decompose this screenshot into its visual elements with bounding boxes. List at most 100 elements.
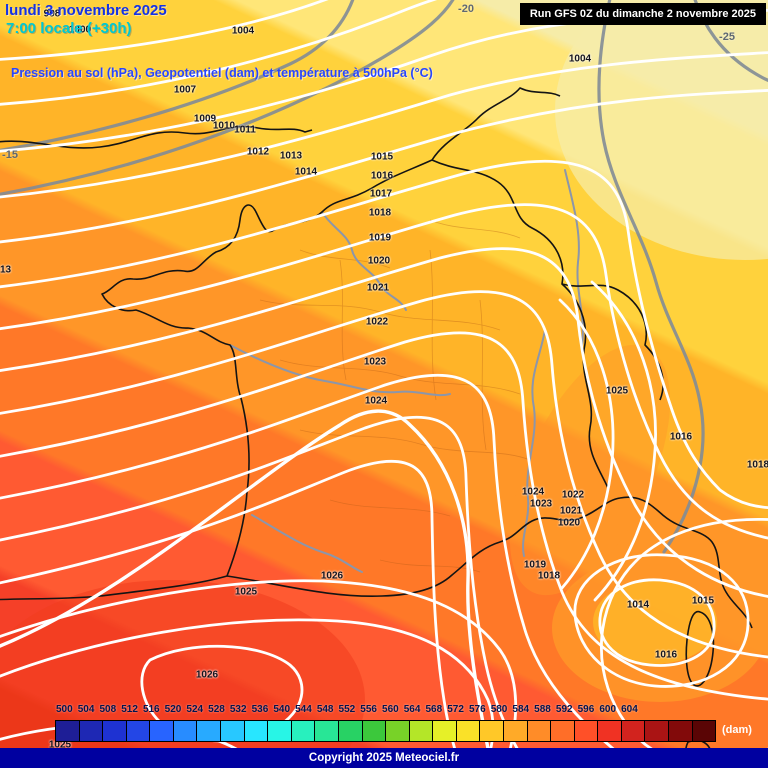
scale-color-cell — [290, 720, 316, 742]
isobar-label: 1000 — [68, 24, 92, 36]
isobar-label: 1025 — [605, 385, 629, 397]
isobar-label: 1020 — [367, 255, 391, 267]
scale-value: 592 — [555, 704, 573, 715]
scale-color-cell — [55, 720, 80, 742]
isotherm-label: -25 — [719, 31, 735, 43]
isobar-label: 1025 — [234, 586, 258, 598]
scale-value: 568 — [425, 704, 443, 715]
scale-value: 556 — [360, 704, 377, 715]
isobar-label: 1020 — [557, 517, 581, 529]
scale-color-cell — [267, 720, 292, 742]
scale-value: 512 — [121, 704, 138, 715]
scale-value: 580 — [490, 704, 508, 715]
date-label: lundi 3 novembre 2025 — [5, 2, 167, 19]
scale-color-cell — [644, 720, 670, 742]
scale-color-cell — [172, 720, 198, 742]
isobar-label: 1010 — [212, 120, 236, 132]
scale-value: 528 — [208, 704, 225, 715]
scale-value: 576 — [468, 704, 486, 715]
isobar-label: 1026 — [195, 669, 219, 681]
scale-value: 532 — [229, 704, 247, 715]
scale-value: 540 — [273, 704, 291, 715]
isobar-label: 1012 — [246, 146, 270, 158]
isobar-label: 1014 — [626, 599, 650, 611]
scale-value: 588 — [534, 704, 551, 715]
isobar-label: 1004 — [231, 25, 255, 37]
scale-value: 508 — [99, 704, 117, 715]
isobar-label: 1025 — [48, 739, 72, 751]
scale-color-cell — [361, 720, 387, 742]
scale-value: 520 — [164, 704, 182, 715]
scale-color-cell — [243, 720, 269, 742]
scale-color-cell — [149, 720, 174, 742]
isobar-label: 1017 — [369, 188, 393, 200]
scale-value: 524 — [186, 704, 204, 715]
isobar-label: 1023 — [529, 498, 553, 510]
isobar-label: 1021 — [366, 282, 390, 294]
scale-color-cell — [526, 720, 552, 742]
isobar-label: 998 — [43, 8, 61, 20]
scale-color-cell — [479, 720, 504, 742]
scale-color-cell — [502, 720, 528, 742]
scale-color-cell — [620, 720, 646, 742]
scale-value: 500 — [56, 704, 73, 715]
isobar-label: 1019 — [523, 559, 547, 571]
isotherm-label: -20 — [458, 3, 474, 15]
scale-color-cell — [220, 720, 245, 742]
scale-value: 596 — [577, 704, 595, 715]
isobar-label: 1024 — [364, 395, 388, 407]
scale-color-cell — [550, 720, 575, 742]
isobar-label: 1022 — [365, 316, 389, 328]
scale-unit-label: (dam) — [722, 724, 752, 736]
isobar-label: 1007 — [173, 84, 197, 96]
scale-numbers: 500 504 508 512 516 520 524 528 532 536 540 544 548 5… — [56, 704, 638, 715]
isobar-label: 1024 — [521, 486, 545, 498]
scale-color-cell — [385, 720, 410, 742]
isobar-label: 1015 — [691, 595, 715, 607]
isobar-label: 1016 — [669, 431, 693, 443]
isobar-label: 1016 — [654, 649, 678, 661]
isobar-label: 1023 — [363, 356, 387, 368]
isotherm-label: -15 — [2, 149, 18, 161]
scale-value: 552 — [338, 704, 356, 715]
scale-value: 600 — [599, 704, 617, 715]
mediterranean-coastline — [226, 496, 753, 629]
isobar-label: 1013 — [0, 264, 12, 276]
scale-color-cell — [314, 720, 339, 742]
rivers — [229, 169, 584, 573]
isobar-label: 1009 — [193, 113, 217, 125]
benelux-borders — [431, 87, 561, 161]
isobar-label: 1013 — [279, 150, 303, 162]
isobar-label: 1021 — [559, 505, 583, 517]
scale-value: 548 — [316, 704, 334, 715]
scale-value: 572 — [447, 704, 464, 715]
isobar-label: 1015 — [370, 151, 394, 163]
scale-color-cell — [196, 720, 222, 742]
isobar-label: 1018 — [537, 570, 561, 582]
scale-color-cell — [408, 720, 434, 742]
department-borders — [259, 219, 531, 573]
isobar-label: 1018 — [368, 207, 392, 219]
scale-color-cell — [432, 720, 457, 742]
scale-value: 516 — [142, 704, 160, 715]
scale-color-cell — [455, 720, 481, 742]
isobar-label: 1014 — [294, 166, 318, 178]
run-info-label: Run GFS 0Z du dimanche 2 novembre 2025 — [529, 8, 756, 20]
scale-color-cell — [337, 720, 363, 742]
isobar-label: 1011 — [234, 124, 256, 136]
isobar-label: 1019 — [368, 232, 392, 244]
scale-value: 536 — [251, 704, 269, 715]
scale-value: 560 — [382, 704, 399, 715]
scale-value: 564 — [403, 704, 421, 715]
local-time-label: 7:00 locale (+30h) — [6, 20, 132, 37]
isobar-label: 1004 — [568, 53, 592, 65]
scale-color-cell — [102, 720, 127, 742]
copyright-bar: Copyright 2025 Meteociel.fr — [0, 748, 768, 768]
scale-value: 584 — [512, 704, 530, 715]
scale-value: 504 — [77, 704, 95, 715]
